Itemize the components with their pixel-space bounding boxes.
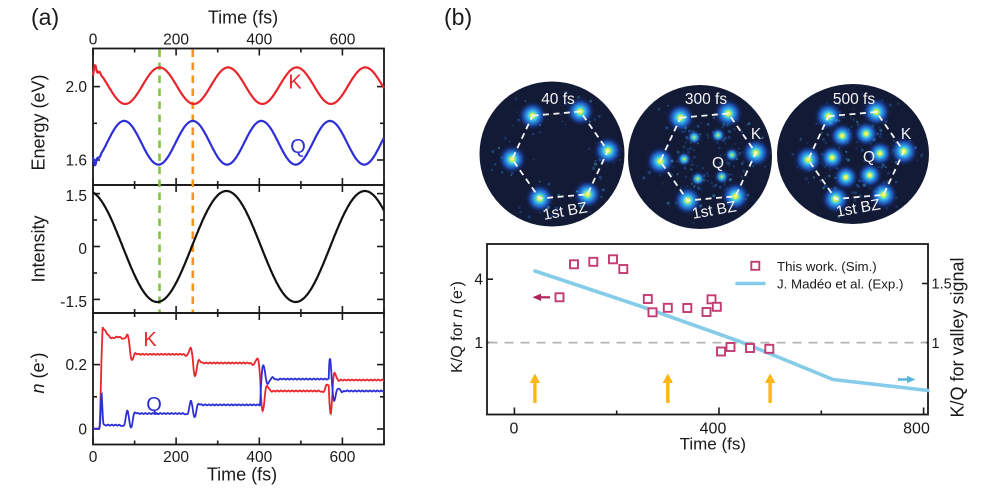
svg-text:(b): (b): [444, 4, 472, 30]
svg-text:1.6: 1.6: [65, 152, 87, 169]
svg-text:J. Madéo et al. (Exp.): J. Madéo et al. (Exp.): [777, 276, 903, 291]
svg-text:200: 200: [163, 32, 189, 49]
svg-text:K/Q for valley signal: K/Q for valley signal: [948, 257, 968, 417]
svg-text:K: K: [901, 126, 912, 143]
svg-text:400: 400: [246, 32, 272, 49]
svg-text:200: 200: [163, 449, 189, 466]
svg-text:-1.5: -1.5: [60, 294, 87, 311]
svg-text:K/Q for n (e-): K/Q for n (e-): [449, 281, 467, 373]
svg-text:Energy (eV): Energy (eV): [29, 74, 49, 170]
svg-text:Q: Q: [290, 136, 306, 158]
svg-text:Intensity: Intensity: [29, 215, 49, 282]
svg-text:0: 0: [89, 32, 98, 49]
svg-text:0: 0: [78, 241, 87, 258]
svg-text:0: 0: [78, 422, 87, 439]
svg-text:1: 1: [474, 335, 483, 352]
svg-text:1: 1: [932, 336, 940, 352]
svg-text:Time (fs): Time (fs): [208, 8, 278, 28]
svg-text:Q: Q: [863, 149, 875, 166]
svg-text:600: 600: [329, 32, 355, 49]
svg-text:Time (fs): Time (fs): [680, 435, 746, 454]
svg-text:This work. (Sim.): This work. (Sim.): [777, 259, 877, 274]
svg-text:600: 600: [329, 449, 355, 466]
svg-text:0: 0: [510, 421, 519, 438]
svg-text:400: 400: [246, 449, 272, 466]
svg-text:1.5: 1.5: [932, 277, 952, 293]
svg-text:n (e-): n (e-): [28, 352, 48, 393]
svg-text:K: K: [143, 329, 157, 351]
svg-text:0.2: 0.2: [65, 357, 87, 374]
svg-text:4: 4: [474, 272, 483, 289]
svg-text:2.0: 2.0: [65, 79, 87, 96]
svg-text:Time (fs): Time (fs): [207, 465, 277, 485]
svg-text:1.5: 1.5: [65, 188, 87, 205]
svg-text:400: 400: [700, 421, 727, 438]
svg-text:K: K: [288, 72, 302, 94]
svg-text:0: 0: [89, 449, 98, 466]
svg-text:500 fs: 500 fs: [833, 91, 875, 108]
svg-text:Q: Q: [146, 394, 162, 416]
svg-text:800: 800: [903, 421, 930, 438]
svg-text:40 fs: 40 fs: [541, 91, 575, 108]
svg-text:K: K: [751, 126, 762, 143]
svg-text:Q: Q: [712, 155, 724, 172]
svg-text:300 fs: 300 fs: [685, 91, 727, 108]
svg-text:(a): (a): [31, 4, 59, 30]
